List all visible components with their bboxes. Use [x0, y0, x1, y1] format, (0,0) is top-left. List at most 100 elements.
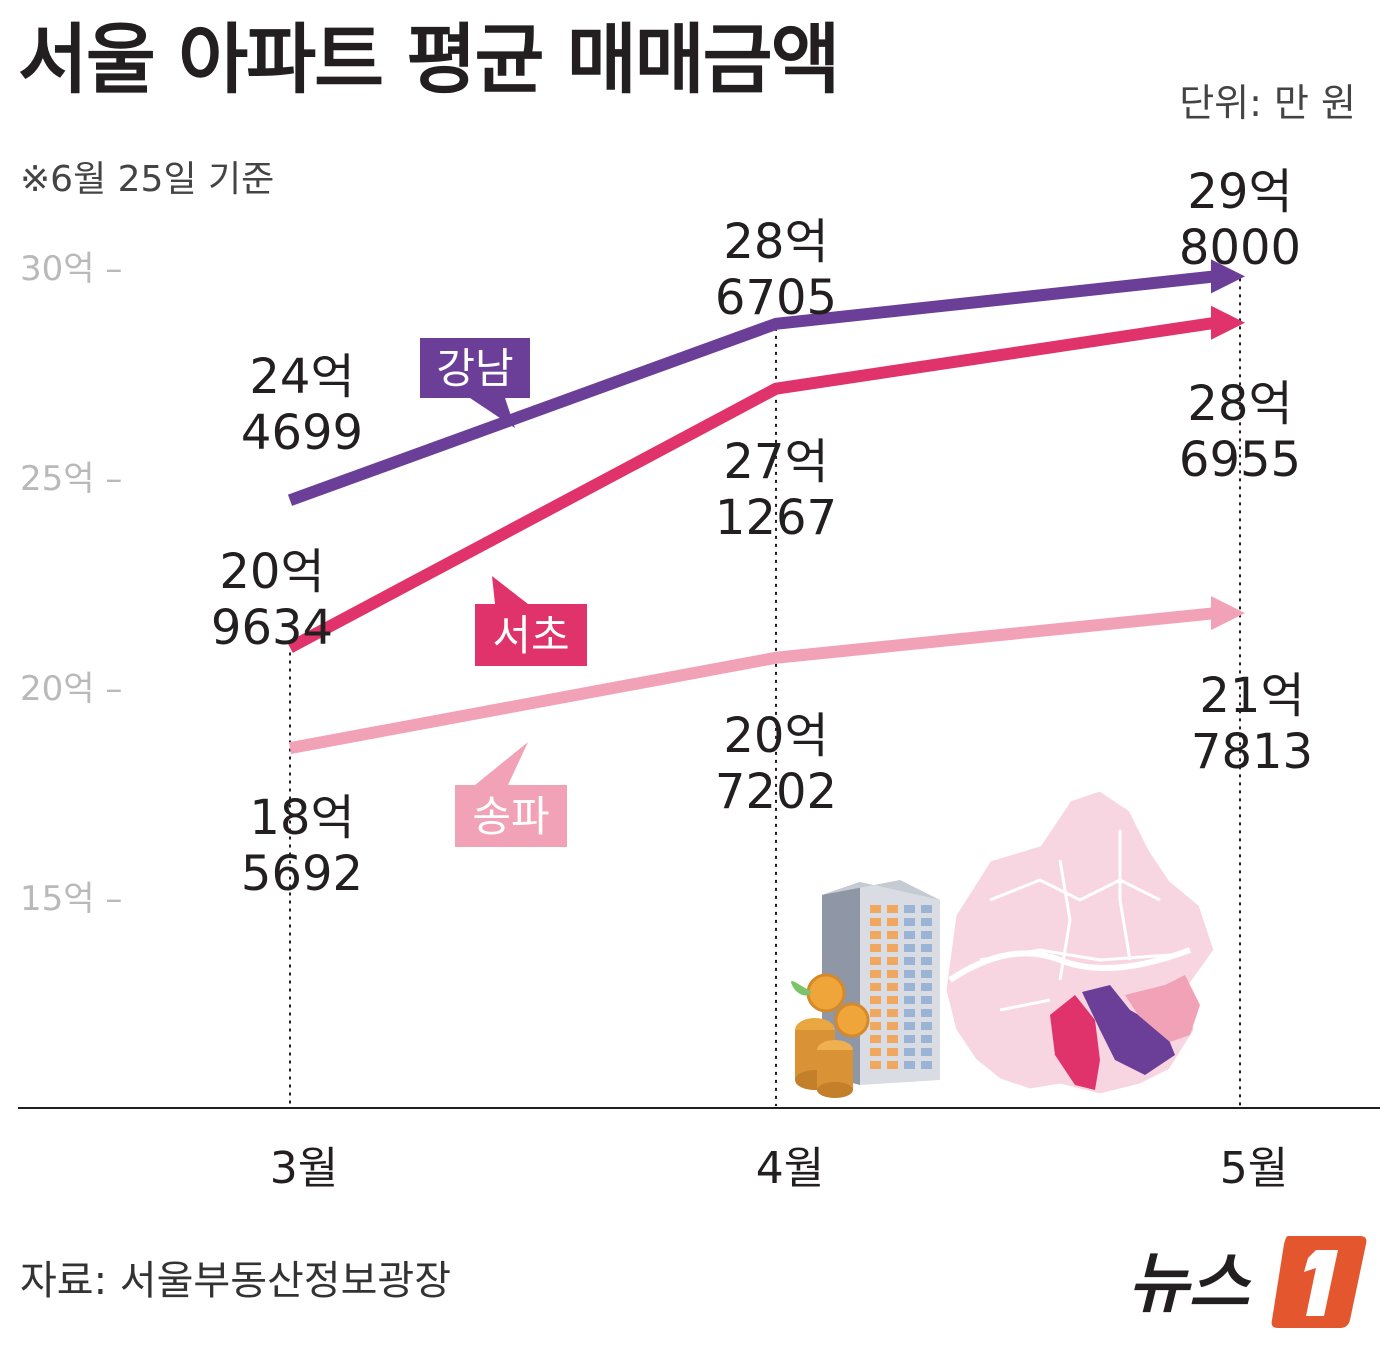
source-note: 자료: 서울부동산정보광장 — [20, 1258, 451, 1304]
building-window — [921, 1048, 932, 1056]
legend-badge-label: 송파 — [472, 792, 549, 841]
building-window — [904, 957, 915, 965]
news1-logo-mark: 뉴스 — [1128, 1236, 1367, 1328]
seoul-map-icon — [943, 788, 1217, 1097]
building-window — [904, 905, 915, 913]
reference-date-note: ※6월 25일 기준 — [20, 159, 275, 200]
coins-icon — [791, 973, 870, 1098]
building-window — [870, 918, 881, 926]
building-window — [904, 1009, 915, 1017]
series-line-서초 — [287, 316, 1216, 653]
news1-logo: 뉴스 — [1128, 1228, 1368, 1333]
data-label-eok: 21억 — [1199, 668, 1304, 724]
y-tick-label: 20억 – — [20, 669, 122, 709]
data-label-man: 6955 — [1179, 432, 1301, 488]
unit-label: 단위: 만 원 — [1179, 81, 1356, 125]
data-label-eok: 24억 — [249, 349, 354, 405]
y-tick-label: 15억 – — [20, 879, 122, 919]
building-window — [921, 918, 932, 926]
building-window — [887, 957, 898, 965]
building-window — [887, 905, 898, 913]
building-window — [921, 931, 932, 939]
category-guides — [289, 278, 1241, 1106]
legend-badge-label: 강남 — [436, 344, 513, 393]
data-labels: 24억469928억670529억800020억963427억126728억69… — [211, 164, 1313, 902]
building-window — [870, 905, 881, 913]
y-tick-label: 25억 – — [20, 459, 122, 499]
data-label-man: 7202 — [715, 764, 837, 820]
building-window — [904, 1048, 915, 1056]
building-window — [887, 1048, 898, 1056]
legend-badge-송파 — [455, 785, 567, 847]
building-window — [870, 1009, 881, 1017]
y-tick-label: 30억 – — [20, 249, 122, 289]
building-window — [870, 944, 881, 952]
data-label-eok: 27억 — [723, 434, 828, 490]
building-window — [887, 1009, 898, 1017]
data-label-man: 6705 — [715, 270, 837, 326]
building-window — [904, 1022, 915, 1030]
building-window — [887, 918, 898, 926]
legend-badge-pointer — [470, 398, 515, 428]
building-window — [921, 957, 932, 965]
legend-badge-pointer — [492, 576, 528, 604]
building-window — [921, 996, 932, 1004]
building-window — [904, 970, 915, 978]
building-window — [921, 944, 932, 952]
building-window — [921, 1009, 932, 1017]
building-window — [921, 905, 932, 913]
building-window — [904, 1035, 915, 1043]
data-label-eok: 28억 — [723, 214, 828, 270]
building-window — [870, 1035, 881, 1043]
data-label-man: 8000 — [1179, 220, 1301, 276]
building-window — [887, 944, 898, 952]
building-window — [904, 1061, 915, 1069]
building-window — [904, 944, 915, 952]
data-label-eok: 29억 — [1187, 164, 1292, 220]
series-line-강남 — [287, 270, 1216, 506]
building-window — [887, 996, 898, 1004]
building-window — [904, 996, 915, 1004]
series-arrowhead — [1211, 596, 1245, 631]
building-window — [904, 983, 915, 991]
data-label-man: 7813 — [1191, 724, 1313, 780]
series-arrowhead — [1211, 259, 1245, 294]
data-label-eok: 18억 — [249, 790, 354, 846]
apartment-coins-map-illustration — [791, 788, 1217, 1098]
building-window — [921, 970, 932, 978]
building-window — [887, 970, 898, 978]
building-window — [904, 931, 915, 939]
building-window — [921, 1035, 932, 1043]
building-window — [870, 931, 881, 939]
building-window — [870, 1022, 881, 1030]
building-window — [921, 1022, 932, 1030]
legend-badge-강남 — [420, 338, 530, 398]
building-window — [870, 970, 881, 978]
series-arrowhead — [1211, 305, 1245, 340]
building-window — [921, 1061, 932, 1069]
x-tick-label: 4월 — [756, 1143, 824, 1194]
building-window — [887, 1022, 898, 1030]
building-window — [904, 918, 915, 926]
data-label-man: 9634 — [211, 600, 333, 656]
x-tick-label: 5월 — [1220, 1143, 1288, 1194]
building-window — [887, 1061, 898, 1069]
chart-title: 서울 아파트 평균 매매금액 — [18, 15, 840, 104]
y-axis: 30억 – 25억 – 20억 – 15억 – — [20, 249, 122, 919]
data-label-man: 1267 — [715, 490, 837, 546]
x-axis-labels: 3월 4월 5월 — [270, 1143, 1288, 1194]
data-label-man: 5692 — [241, 846, 363, 902]
data-label-man: 4699 — [241, 405, 363, 461]
building-window — [870, 1048, 881, 1056]
legend-badge-서초 — [475, 604, 587, 666]
series-lines — [287, 259, 1245, 754]
legend-badge-pointer — [475, 742, 528, 785]
building-window — [870, 1061, 881, 1069]
data-label-eok: 28억 — [1187, 376, 1292, 432]
building-window — [921, 983, 932, 991]
building-window — [887, 1035, 898, 1043]
data-label-eok: 20억 — [219, 544, 324, 600]
building-window — [870, 957, 881, 965]
